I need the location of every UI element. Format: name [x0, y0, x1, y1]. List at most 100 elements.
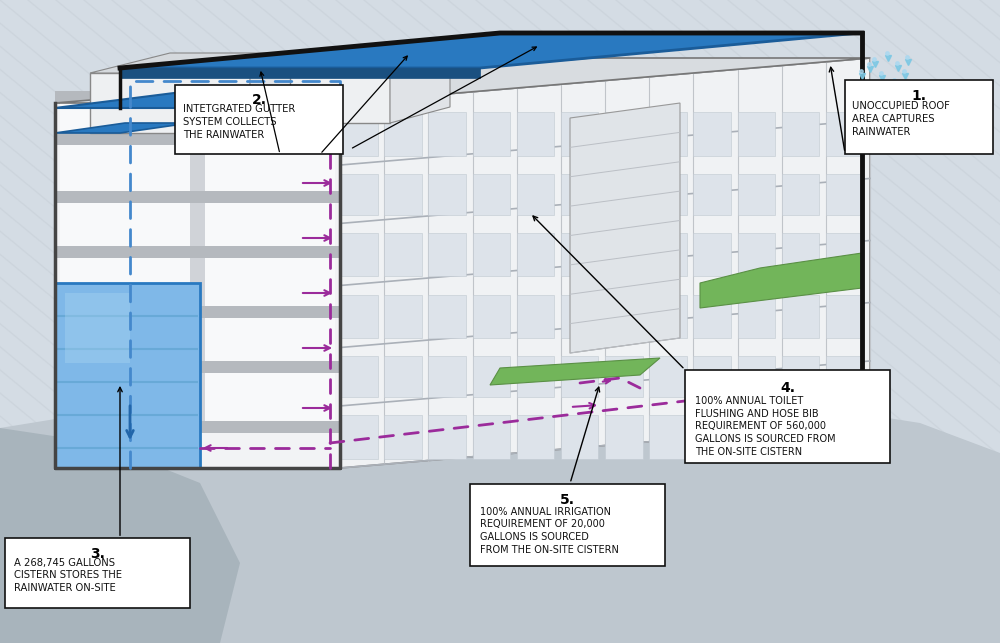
Polygon shape	[190, 318, 205, 361]
Polygon shape	[738, 233, 775, 276]
Polygon shape	[738, 113, 775, 156]
Text: INTETGRATED GUTTER
SYSTEM COLLECTS
THE RAINWATER: INTETGRATED GUTTER SYSTEM COLLECTS THE R…	[183, 104, 296, 140]
Polygon shape	[826, 415, 863, 458]
Polygon shape	[738, 356, 775, 397]
Bar	[685, 370, 890, 463]
Polygon shape	[190, 145, 205, 191]
Polygon shape	[55, 421, 340, 433]
Polygon shape	[782, 415, 819, 458]
Text: 2.: 2.	[252, 93, 266, 107]
Polygon shape	[55, 306, 340, 318]
Polygon shape	[693, 174, 731, 215]
Polygon shape	[473, 113, 510, 156]
Polygon shape	[428, 294, 466, 338]
Polygon shape	[120, 33, 860, 68]
Polygon shape	[428, 174, 466, 215]
Polygon shape	[649, 415, 687, 458]
Polygon shape	[340, 174, 378, 215]
Polygon shape	[55, 103, 340, 468]
Polygon shape	[384, 174, 422, 215]
Polygon shape	[384, 294, 422, 338]
Polygon shape	[561, 233, 598, 276]
Polygon shape	[384, 415, 422, 458]
Polygon shape	[782, 174, 819, 215]
Polygon shape	[605, 174, 643, 215]
Polygon shape	[55, 133, 340, 145]
Polygon shape	[782, 294, 819, 338]
Polygon shape	[340, 58, 870, 468]
Polygon shape	[570, 103, 680, 353]
Polygon shape	[561, 113, 598, 156]
Polygon shape	[60, 103, 335, 133]
Bar	[5, 538, 190, 608]
Text: 5.: 5.	[560, 493, 575, 507]
Polygon shape	[473, 294, 510, 338]
Polygon shape	[738, 174, 775, 215]
Polygon shape	[428, 113, 466, 156]
Polygon shape	[290, 47, 450, 63]
Polygon shape	[190, 103, 205, 133]
Polygon shape	[55, 91, 340, 103]
Polygon shape	[561, 174, 598, 215]
Polygon shape	[340, 294, 378, 338]
Text: 1.: 1.	[912, 89, 926, 104]
Polygon shape	[55, 123, 190, 133]
Polygon shape	[605, 415, 643, 458]
Polygon shape	[384, 233, 422, 276]
Polygon shape	[517, 113, 554, 156]
Polygon shape	[605, 356, 643, 397]
Polygon shape	[605, 113, 643, 156]
Text: 100% ANNUAL IRRIGATION
REQUIREMENT OF 20,000
GALLONS IS SOURCED
FROM THE ON-SITE: 100% ANNUAL IRRIGATION REQUIREMENT OF 20…	[480, 507, 619, 555]
Polygon shape	[517, 415, 554, 458]
Polygon shape	[60, 258, 335, 306]
Polygon shape	[517, 233, 554, 276]
Polygon shape	[693, 415, 731, 458]
Polygon shape	[340, 356, 378, 397]
Bar	[175, 85, 343, 154]
Polygon shape	[517, 174, 554, 215]
Polygon shape	[700, 253, 862, 308]
Polygon shape	[473, 356, 510, 397]
Polygon shape	[826, 174, 863, 215]
Polygon shape	[120, 68, 480, 78]
Polygon shape	[90, 73, 250, 133]
Polygon shape	[561, 415, 598, 458]
Polygon shape	[473, 233, 510, 276]
Text: 100% ANNUAL TOILET
FLUSHING AND HOSE BIB
REQUIREMENT OF 560,000
GALLONS IS SOURC: 100% ANNUAL TOILET FLUSHING AND HOSE BIB…	[695, 396, 836, 457]
Polygon shape	[55, 91, 340, 108]
Polygon shape	[649, 356, 687, 397]
Polygon shape	[55, 58, 870, 103]
Polygon shape	[649, 174, 687, 215]
Polygon shape	[605, 294, 643, 338]
Polygon shape	[693, 233, 731, 276]
Polygon shape	[60, 203, 335, 246]
Polygon shape	[782, 233, 819, 276]
Polygon shape	[561, 356, 598, 397]
Polygon shape	[0, 385, 1000, 643]
Text: 4.: 4.	[780, 381, 795, 395]
Polygon shape	[190, 373, 205, 421]
Polygon shape	[826, 233, 863, 276]
Polygon shape	[340, 233, 378, 276]
Text: UNOCCUPIED ROOF
AREA CAPTURES
RAINWATER: UNOCCUPIED ROOF AREA CAPTURES RAINWATER	[852, 101, 950, 137]
Polygon shape	[693, 113, 731, 156]
Polygon shape	[782, 356, 819, 397]
Polygon shape	[60, 318, 335, 361]
Polygon shape	[60, 145, 335, 191]
Polygon shape	[384, 113, 422, 156]
Polygon shape	[428, 356, 466, 397]
Polygon shape	[290, 63, 390, 123]
Polygon shape	[340, 113, 378, 156]
Bar	[845, 80, 993, 154]
Polygon shape	[55, 191, 340, 203]
Polygon shape	[782, 113, 819, 156]
Polygon shape	[60, 373, 335, 421]
Polygon shape	[250, 53, 330, 133]
Polygon shape	[90, 53, 330, 73]
Polygon shape	[649, 113, 687, 156]
Polygon shape	[384, 356, 422, 397]
Polygon shape	[826, 113, 863, 156]
Polygon shape	[738, 415, 775, 458]
Polygon shape	[55, 246, 340, 258]
Polygon shape	[605, 233, 643, 276]
